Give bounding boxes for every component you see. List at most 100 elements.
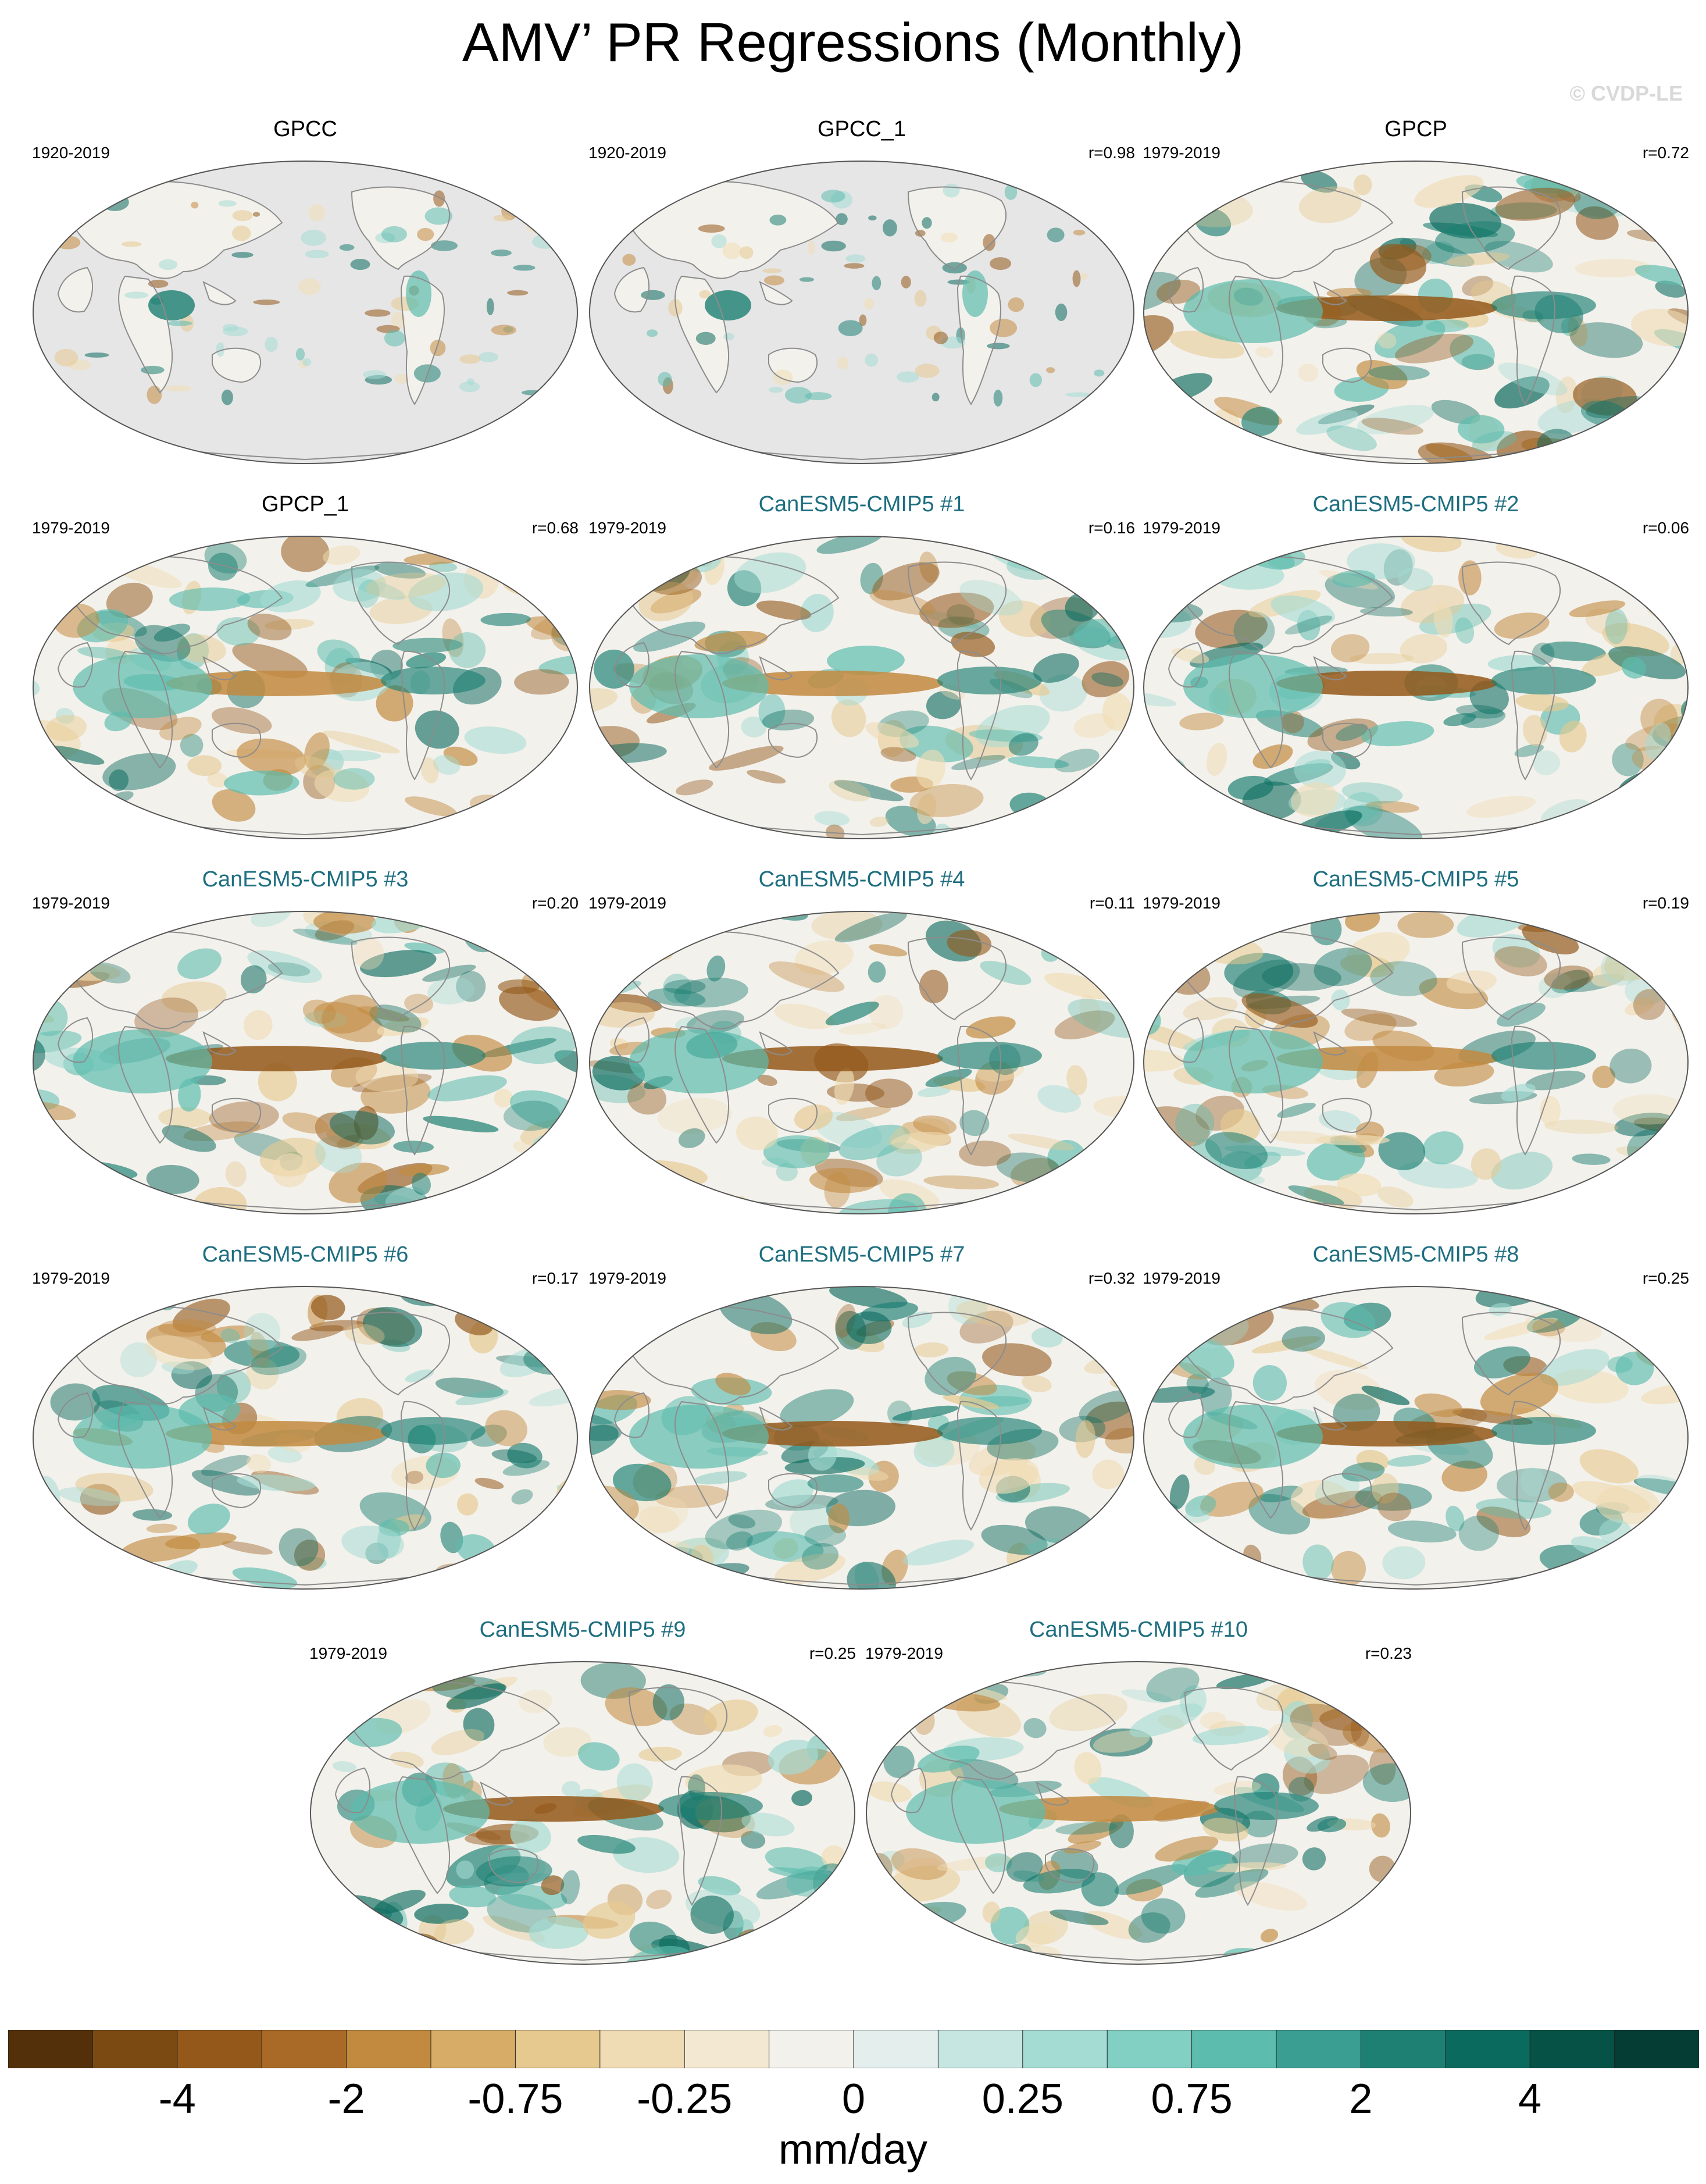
panel-pattern-correlation: r=0.72 <box>1642 144 1689 162</box>
robinson-map <box>1143 536 1689 839</box>
panel-title: CanESM5-CMIP5 #6 <box>202 1242 409 1267</box>
colorbar-swatch <box>1614 2030 1699 2068</box>
robinson-map <box>33 911 578 1214</box>
panel-pattern-correlation: r=0.98 <box>1088 144 1135 162</box>
map-panel: GPCC 1920-2019 <box>26 117 584 491</box>
robinson-map <box>589 911 1134 1214</box>
panel-title: GPCP <box>1384 117 1447 141</box>
panel-title: GPCC_1 <box>817 117 906 141</box>
panel-title: GPCP_1 <box>262 492 349 516</box>
panel-title: CanESM5-CMIP5 #3 <box>202 867 409 892</box>
panel-pattern-correlation: r=0.19 <box>1642 894 1689 912</box>
panel-period: 1979-2019 <box>309 1644 387 1662</box>
map-panel: CanESM5-CMIP5 #2 1979-2019 r=0.06 <box>1137 492 1695 867</box>
robinson-map <box>33 536 578 839</box>
colorbar-tick-label: 2 <box>1349 2076 1373 2122</box>
panel-pattern-correlation: r=0.23 <box>1365 1644 1412 1662</box>
colorbar-tick-label: -0.75 <box>467 2076 563 2122</box>
colorbar-swatch <box>853 2030 939 2068</box>
panel-pattern-correlation: r=0.06 <box>1642 519 1689 537</box>
map-panel: CanESM5-CMIP5 #7 1979-2019 r=0.32 <box>583 1242 1141 1617</box>
panel-pattern-correlation: r=0.32 <box>1088 1269 1135 1287</box>
robinson-map <box>33 161 578 464</box>
figure-title: AMV’ PR Regressions (Monthly) <box>462 12 1244 73</box>
colorbar-swatch <box>261 2030 347 2068</box>
map-panel: GPCC_1 1920-2019 r=0.98 <box>583 117 1141 491</box>
colorbar-swatch <box>177 2030 263 2068</box>
panel-title: CanESM5-CMIP5 #4 <box>758 867 965 892</box>
colorbar-swatch <box>92 2030 178 2068</box>
colorbar-swatch <box>599 2030 686 2068</box>
panel-pattern-correlation: r=0.68 <box>531 519 579 537</box>
colorbar-swatch <box>769 2030 854 2068</box>
robinson-map <box>1143 911 1689 1214</box>
colorbar-swatch <box>430 2030 516 2068</box>
map-panel: CanESM5-CMIP5 #1 1979-2019 r=0.16 <box>583 492 1141 867</box>
robinson-map <box>866 1661 1411 1965</box>
panel-period: 1979-2019 <box>32 1269 110 1287</box>
panel-pattern-correlation: r=0.17 <box>531 1269 579 1287</box>
panel-pattern-correlation: r=0.25 <box>1642 1269 1689 1287</box>
map-panel: CanESM5-CMIP5 #5 1979-2019 r=0.19 <box>1137 867 1695 1242</box>
colorbar-swatch <box>1191 2030 1277 2068</box>
colorbar-tick-label: -2 <box>327 2076 365 2122</box>
panel-period: 1920-2019 <box>32 144 110 162</box>
robinson-map <box>33 1286 578 1590</box>
colorbar-tick-label: -4 <box>158 2076 196 2122</box>
panel-period: 1979-2019 <box>1143 894 1220 912</box>
panel-pattern-correlation: r=0.20 <box>531 894 579 912</box>
map-panel: CanESM5-CMIP5 #4 1979-2019 r=0.11 <box>583 867 1141 1242</box>
panel-pattern-correlation: r=0.25 <box>809 1644 856 1662</box>
map-panel: CanESM5-CMIP5 #6 1979-2019 r=0.17 <box>26 1242 584 1617</box>
robinson-map <box>589 1286 1134 1590</box>
colorbar <box>8 2030 1699 2068</box>
panel-period: 1979-2019 <box>588 519 666 537</box>
colorbar-swatch <box>346 2030 431 2068</box>
colorbar-swatch <box>8 2030 94 2068</box>
panel-period: 1920-2019 <box>588 144 666 162</box>
map-panel: GPCP 1979-2019 r=0.72 <box>1137 117 1695 491</box>
robinson-map <box>589 536 1134 839</box>
robinson-map <box>589 161 1134 464</box>
colorbar-swatch <box>1529 2030 1615 2068</box>
map-panel: GPCP_1 1979-2019 r=0.68 <box>26 492 584 867</box>
panel-title: GPCC <box>273 117 337 141</box>
colorbar-swatch <box>937 2030 1023 2068</box>
panel-title: CanESM5-CMIP5 #7 <box>758 1242 965 1267</box>
panel-period: 1979-2019 <box>1143 1269 1220 1287</box>
panel-period: 1979-2019 <box>32 519 110 537</box>
panel-title: CanESM5-CMIP5 #9 <box>479 1617 686 1642</box>
panel-period: 1979-2019 <box>865 1644 943 1662</box>
watermark: © CVDP-LE <box>1569 81 1683 105</box>
map-panel: CanESM5-CMIP5 #10 1979-2019 r=0.23 <box>859 1617 1418 1992</box>
colorbar-graphic <box>8 2030 1699 2068</box>
map-panel: CanESM5-CMIP5 #9 1979-2019 r=0.25 <box>304 1617 862 1992</box>
panel-pattern-correlation: r=0.16 <box>1088 519 1135 537</box>
map-panel: CanESM5-CMIP5 #8 1979-2019 r=0.25 <box>1137 1242 1695 1617</box>
panel-pattern-correlation: r=0.11 <box>1089 894 1135 912</box>
panel-title: CanESM5-CMIP5 #1 <box>758 492 965 516</box>
colorbar-swatch <box>1107 2030 1193 2068</box>
colorbar-tick-label: 0 <box>841 2076 866 2122</box>
panel-title: CanESM5-CMIP5 #10 <box>1029 1617 1248 1642</box>
panel-period: 1979-2019 <box>1143 519 1220 537</box>
robinson-map <box>1143 1286 1689 1590</box>
colorbar-swatch <box>1360 2030 1446 2068</box>
colorbar-tick-label: 0.25 <box>982 2076 1063 2122</box>
panel-title: CanESM5-CMIP5 #8 <box>1312 1242 1519 1267</box>
panel-title: CanESM5-CMIP5 #5 <box>1312 867 1519 892</box>
colorbar-swatch <box>1022 2030 1108 2068</box>
colorbar-tick-label: 4 <box>1518 2076 1542 2122</box>
robinson-map <box>1143 161 1689 464</box>
colorbar-units: mm/day <box>778 2126 928 2173</box>
colorbar-swatch <box>684 2030 770 2068</box>
panel-period: 1979-2019 <box>588 1269 666 1287</box>
colorbar-swatch <box>515 2030 601 2068</box>
colorbar-swatch <box>1445 2030 1531 2068</box>
colorbar-tick-label: -0.25 <box>637 2076 733 2122</box>
colorbar-tick-label: 0.75 <box>1151 2076 1233 2122</box>
colorbar-swatch <box>1276 2030 1362 2068</box>
map-panel: CanESM5-CMIP5 #3 1979-2019 r=0.20 <box>26 867 584 1242</box>
panel-period: 1979-2019 <box>588 894 666 912</box>
panel-period: 1979-2019 <box>32 894 110 912</box>
